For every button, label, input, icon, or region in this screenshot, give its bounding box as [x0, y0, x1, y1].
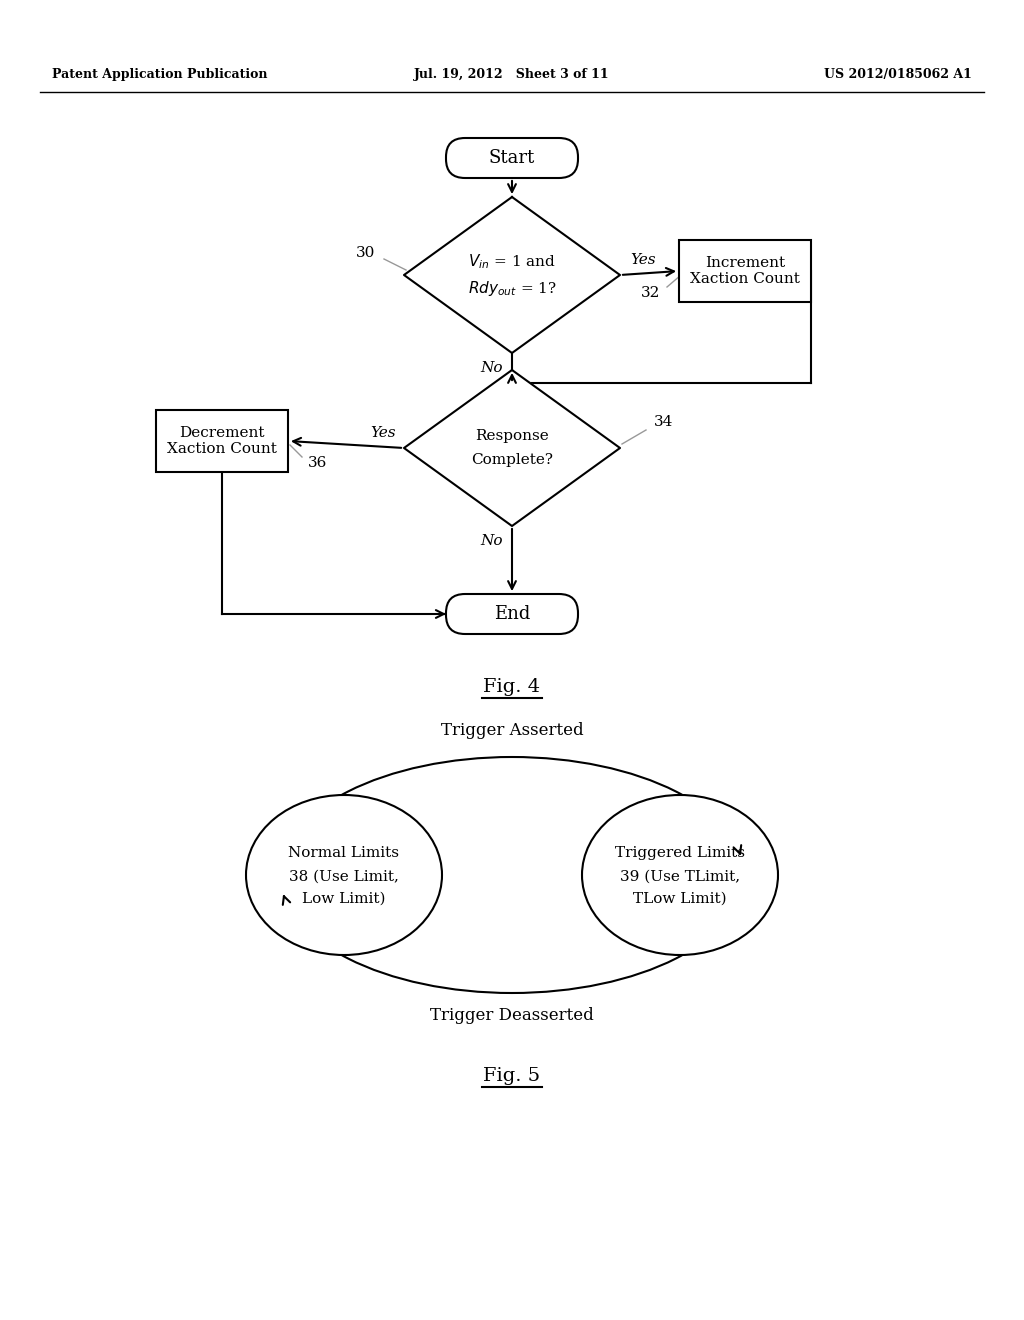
Text: 34: 34	[654, 414, 674, 429]
Text: 36: 36	[308, 455, 328, 470]
Text: Yes: Yes	[371, 426, 396, 440]
Text: Fig. 4: Fig. 4	[483, 678, 541, 696]
FancyBboxPatch shape	[446, 594, 578, 634]
Text: Patent Application Publication: Patent Application Publication	[52, 69, 267, 81]
Text: Fig. 5: Fig. 5	[483, 1067, 541, 1085]
Text: $Rdy_{out}$ = 1?: $Rdy_{out}$ = 1?	[468, 279, 556, 297]
Text: Decrement
Xaction Count: Decrement Xaction Count	[167, 426, 276, 457]
Text: Complete?: Complete?	[471, 453, 553, 467]
Text: US 2012/0185062 A1: US 2012/0185062 A1	[824, 69, 972, 81]
Text: Yes: Yes	[630, 253, 655, 267]
Text: 30: 30	[356, 246, 376, 260]
Ellipse shape	[246, 795, 442, 954]
Polygon shape	[404, 370, 620, 525]
Text: End: End	[494, 605, 530, 623]
Ellipse shape	[582, 795, 778, 954]
Text: Jul. 19, 2012   Sheet 3 of 11: Jul. 19, 2012 Sheet 3 of 11	[414, 69, 610, 81]
Text: Low Limit): Low Limit)	[302, 892, 386, 906]
Text: Trigger Asserted: Trigger Asserted	[440, 722, 584, 739]
Polygon shape	[404, 197, 620, 352]
Bar	[156, 411, 288, 473]
Text: Start: Start	[488, 149, 536, 168]
Text: 38 (Use Limit,: 38 (Use Limit,	[289, 870, 399, 884]
Text: Triggered Limits: Triggered Limits	[615, 846, 745, 861]
Text: Increment
Xaction Count: Increment Xaction Count	[690, 256, 800, 286]
Text: $V_{in}$ = 1 and: $V_{in}$ = 1 and	[468, 252, 556, 272]
Text: TLow Limit): TLow Limit)	[633, 892, 727, 906]
Text: Normal Limits: Normal Limits	[289, 846, 399, 861]
Text: No: No	[480, 535, 503, 548]
Bar	[679, 240, 811, 302]
Text: No: No	[480, 360, 503, 375]
Text: 39 (Use TLimit,: 39 (Use TLimit,	[620, 870, 740, 884]
FancyBboxPatch shape	[446, 139, 578, 178]
Text: Response: Response	[475, 429, 549, 444]
Text: 32: 32	[641, 286, 660, 300]
Text: Trigger Deasserted: Trigger Deasserted	[430, 1007, 594, 1024]
